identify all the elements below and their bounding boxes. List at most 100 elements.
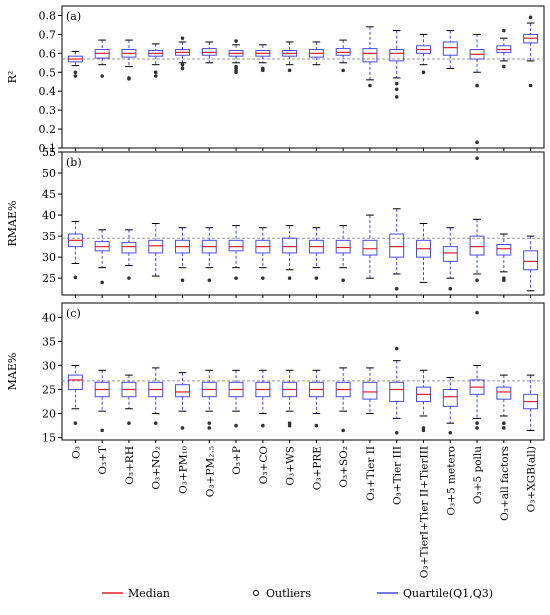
box-6 — [228, 225, 244, 280]
box-3 — [148, 223, 164, 277]
panel-frame — [61, 151, 545, 296]
y-axis-label: MAE% — [6, 353, 19, 391]
outlier-point — [475, 278, 479, 283]
panel-frame — [61, 5, 545, 149]
outlier-point — [502, 421, 506, 425]
outlier-point — [475, 140, 479, 145]
box-0 — [67, 364, 83, 425]
box-13 — [416, 369, 431, 433]
outlier-point — [394, 81, 399, 86]
box-9 — [308, 227, 324, 280]
panel-label: (a) — [66, 10, 81, 23]
box-0 — [67, 50, 83, 78]
box-12 — [389, 346, 405, 435]
box-11 — [362, 214, 378, 279]
x-category-label: O₃+RH — [124, 446, 136, 485]
outlier-point — [207, 426, 212, 430]
outlier-point — [475, 426, 479, 430]
box-6 — [228, 369, 244, 428]
outlier-point — [287, 68, 292, 73]
outlier-point — [287, 421, 292, 425]
box-11 — [362, 26, 378, 88]
box-2 — [121, 374, 137, 425]
outlier-point — [368, 83, 372, 88]
box-14 — [442, 227, 458, 291]
y-tick-label: 0.4 — [39, 85, 57, 98]
box-9 — [308, 369, 324, 428]
x-category-label: O₃+SO₂ — [338, 446, 350, 488]
outlier-point — [180, 278, 185, 283]
outlier-point — [528, 83, 533, 88]
box-4 — [175, 36, 190, 71]
box-16 — [496, 233, 512, 283]
quartile-box — [496, 386, 512, 400]
box-15 — [469, 33, 485, 145]
outlier-point — [234, 276, 238, 280]
quartile-box — [148, 239, 164, 254]
y-tick-label: 35 — [42, 335, 56, 348]
quartile-box — [228, 239, 244, 252]
quartile-box — [362, 48, 378, 63]
box-7 — [255, 44, 271, 73]
outlier-point — [73, 70, 78, 75]
quartile-box — [469, 235, 485, 256]
box-10 — [335, 367, 351, 433]
y-tick-label: 55 — [42, 146, 56, 159]
box-2 — [121, 229, 137, 280]
x-category-label: O₃ — [70, 446, 82, 459]
box-14 — [442, 30, 458, 69]
box-10 — [335, 39, 351, 73]
outlier-point — [528, 15, 533, 20]
panel-label: (b) — [66, 156, 82, 169]
y-tick-label: 40 — [42, 311, 56, 324]
outlier-point — [502, 28, 506, 33]
x-category-label: O₃+PM₂.₅ — [204, 446, 216, 497]
box-3 — [148, 367, 164, 425]
x-category-label: O₃+P — [231, 446, 243, 475]
outlier-point — [207, 278, 212, 283]
y-tick-label: 0.5 — [39, 66, 57, 79]
box-12 — [389, 30, 405, 99]
outlier-point — [502, 426, 506, 430]
quartile-box — [282, 237, 298, 254]
outlier-point — [394, 346, 399, 351]
quartile-box — [442, 246, 458, 262]
box-13 — [416, 223, 431, 283]
box-8 — [282, 369, 298, 428]
y-tick-label: 25 — [42, 272, 56, 285]
x-category-label: O₃+TierI+Tier II+TierIII — [419, 446, 431, 578]
quartile-box — [362, 381, 378, 400]
x-category-label: O₃+all factors — [499, 446, 511, 521]
y-tick-label: 15 — [42, 432, 56, 445]
y-tick-label: 0.2 — [39, 123, 57, 136]
x-category-label: O₃+PRE — [311, 446, 323, 490]
box-5 — [201, 41, 217, 64]
quartile-box — [523, 250, 539, 271]
outlier-point — [475, 421, 479, 425]
outlier-point — [127, 421, 131, 425]
outlier-point — [73, 275, 78, 280]
y-tick-label: 0.8 — [39, 9, 57, 22]
box-1 — [94, 369, 110, 433]
outlier-point — [234, 39, 238, 43]
box-16 — [496, 28, 512, 69]
x-category-label: O₃+T — [97, 446, 109, 475]
box-5 — [201, 227, 217, 283]
legend-outlier-swatch — [252, 589, 260, 597]
box-11 — [362, 367, 378, 415]
y-tick-label: 30 — [42, 251, 56, 264]
quartile-box — [496, 244, 512, 256]
outlier-point — [314, 423, 319, 428]
outlier-point — [153, 70, 158, 75]
x-category-label: O₃+5 metero — [445, 446, 457, 516]
outlier-point — [502, 276, 506, 280]
outlier-point — [287, 276, 292, 280]
outlier-point — [100, 280, 104, 285]
y-tick-label: 0.7 — [39, 28, 57, 41]
y-tick-label: 50 — [42, 167, 56, 180]
y-axis-label: RMAE% — [6, 201, 19, 247]
x-category-label: O₃+5 pollu — [472, 446, 484, 504]
outlier-point — [180, 36, 185, 40]
box-17 — [523, 235, 539, 292]
outlier-point — [448, 430, 453, 435]
